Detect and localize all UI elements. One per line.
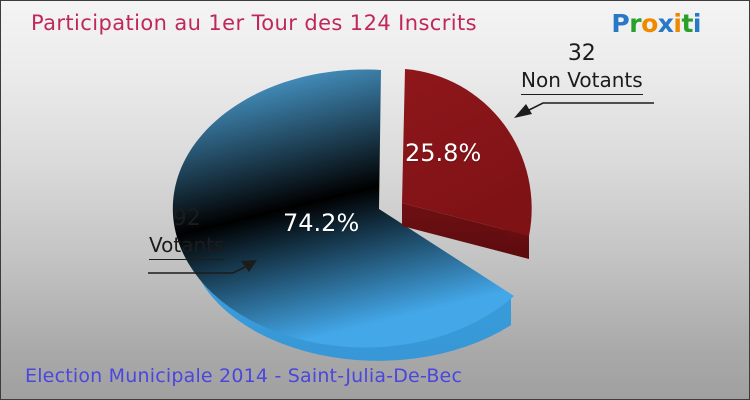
- slice-percent-votants: 74.2%: [283, 209, 360, 237]
- logo-letter-5: t: [681, 9, 693, 38]
- logo-letter-1: r: [629, 9, 642, 38]
- callout-votants-label: Votants: [149, 232, 225, 260]
- proxiti-logo[interactable]: Proxiti: [611, 9, 701, 38]
- logo-letter-6: i: [692, 9, 702, 38]
- slice-percent-non-votants: 25.8%: [405, 139, 482, 167]
- chart-title: Participation au 1er Tour des 124 Inscri…: [31, 11, 477, 35]
- leader-votants: [148, 260, 257, 274]
- logo-letter-2: o: [641, 9, 658, 38]
- chart-footer-caption: Election Municipale 2014 - Saint-Julia-D…: [25, 365, 463, 387]
- callout-non-votants-label: Non Votants: [521, 67, 643, 95]
- callout-non-votants-count: 32: [567, 41, 596, 66]
- leader-non-votants: [514, 102, 654, 118]
- callout-non-votants: 32 Non Votants: [521, 41, 643, 95]
- callout-votants: 92 Votants: [149, 206, 225, 260]
- callout-votants-count: 92: [172, 206, 201, 231]
- logo-letter-0: P: [611, 9, 630, 38]
- logo-letter-3: x: [657, 9, 674, 38]
- logo-letter-4: i: [673, 9, 682, 38]
